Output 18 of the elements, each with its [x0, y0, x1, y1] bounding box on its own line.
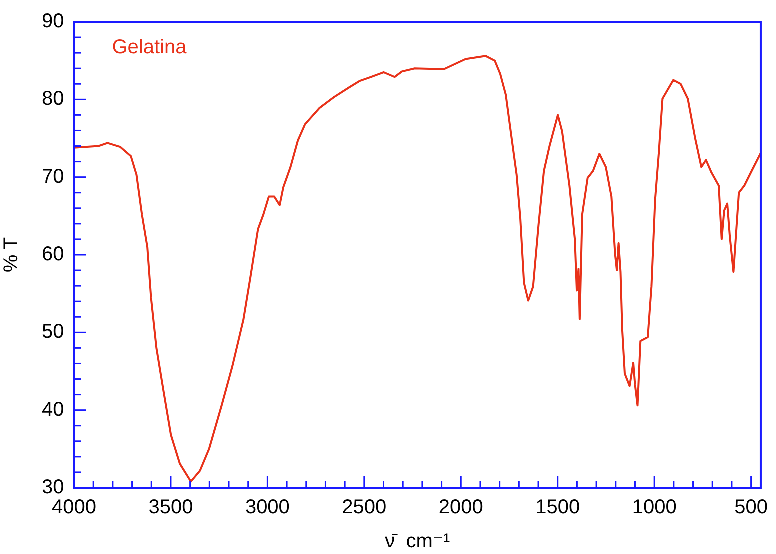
x-tick-label: 500	[734, 496, 768, 519]
y-tick-label: 90	[42, 10, 64, 33]
x-tick-label: 2000	[438, 496, 484, 519]
x-tick-label: 3000	[245, 496, 290, 519]
x-axis-title: ν̄ cm⁻¹	[385, 530, 450, 553]
x-tick-label: 3500	[148, 496, 194, 519]
text: Gelatina	[112, 36, 188, 59]
x-tick-label: 2500	[342, 496, 387, 519]
y-tick-label: 80	[42, 88, 64, 110]
y-tick-label: 40	[42, 398, 64, 421]
y-tick-label: 50	[42, 321, 64, 344]
y-tick-label: 60	[42, 244, 64, 266]
x-tick-label: 1500	[536, 496, 580, 519]
y-tick-label: 30	[42, 476, 64, 499]
x-tick-label: 1000	[632, 496, 677, 519]
y-axis-title: % T	[0, 237, 23, 273]
x-tick-label: 4000	[52, 496, 96, 519]
y-tick-label: 70	[42, 166, 64, 188]
